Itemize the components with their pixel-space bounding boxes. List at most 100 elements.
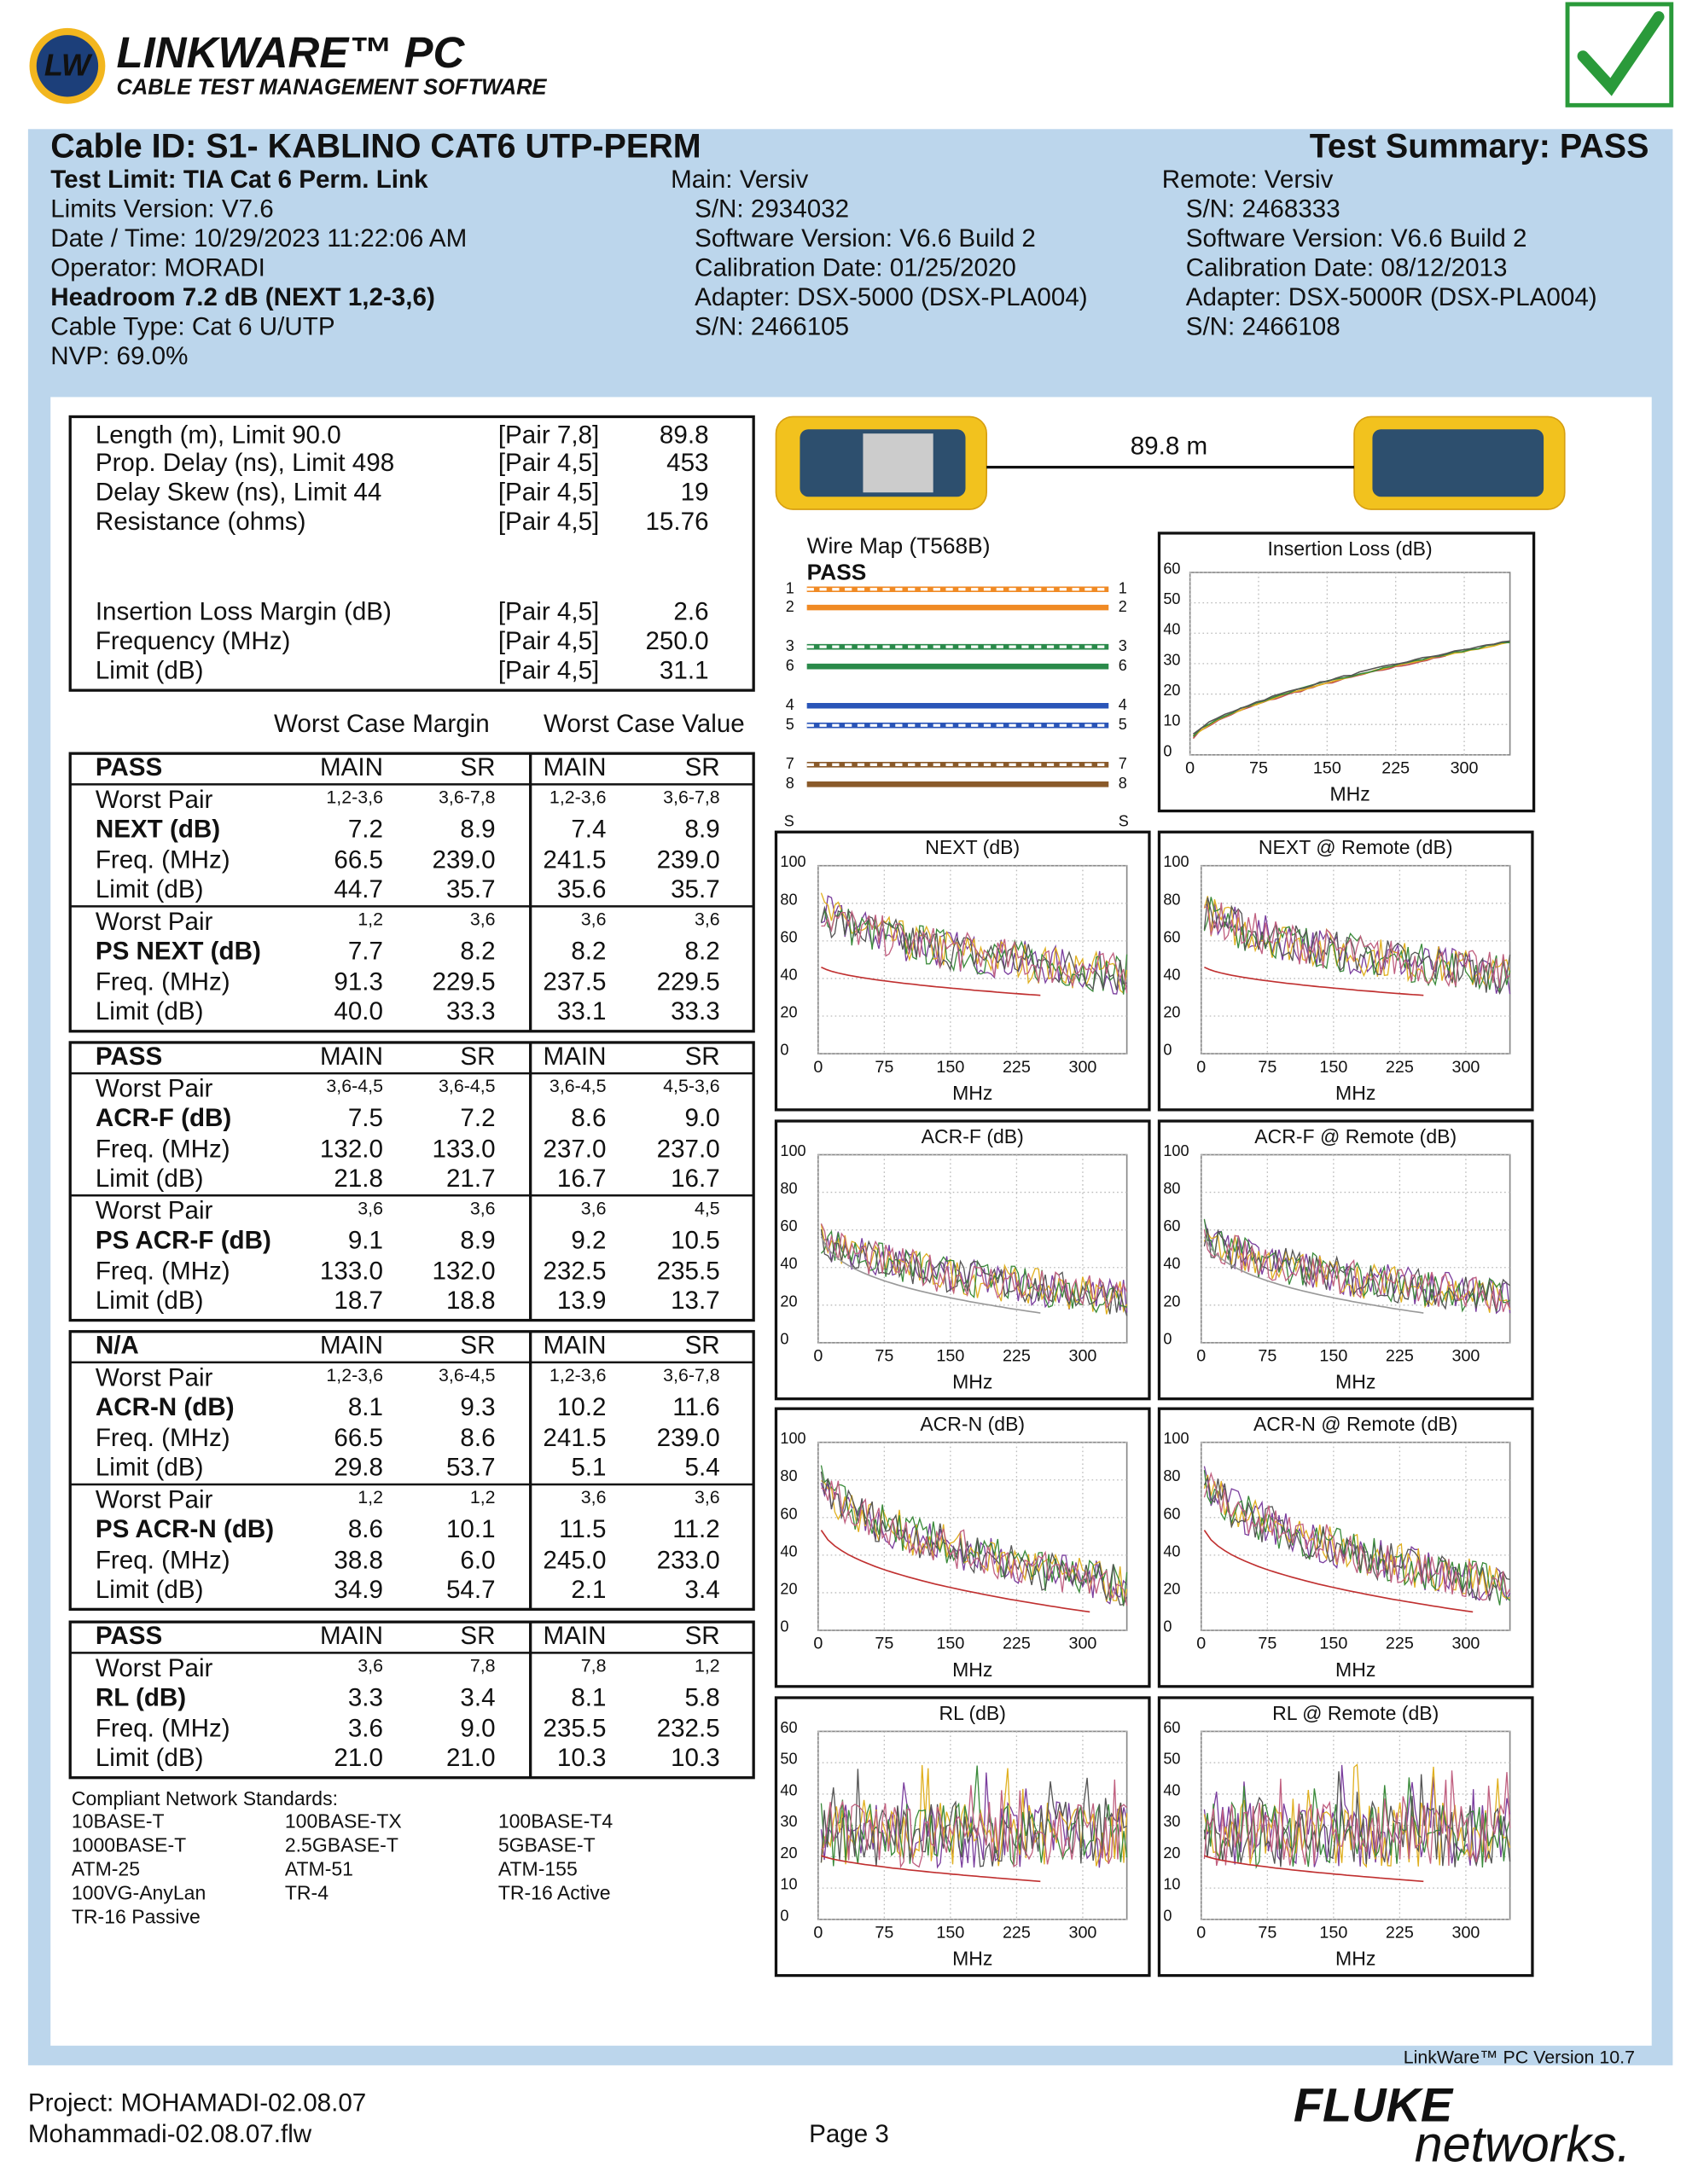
table-cell: 235.5 <box>657 1257 720 1285</box>
trace <box>1203 1236 1424 1314</box>
table-cell: 132.0 <box>320 1135 383 1163</box>
pin-left: 4 <box>786 696 794 713</box>
table-cell: 33.3 <box>446 997 496 1025</box>
table-cell: 8.9 <box>685 815 720 843</box>
table-cell: 5.4 <box>685 1454 720 1482</box>
table-cell: 3,6-4,5 <box>439 1365 496 1385</box>
measure-pair: [Pair 4,5] <box>498 449 599 477</box>
row-label: Freq. (MHz) <box>96 1135 230 1163</box>
y-tick-label: 80 <box>780 891 797 908</box>
table-cell: 3,6-4,5 <box>550 1076 607 1096</box>
y-tick-label: 40 <box>1163 621 1180 638</box>
pin-right: 4 <box>1119 696 1127 713</box>
table-cell: 9.3 <box>460 1393 495 1421</box>
table-cell: 66.5 <box>334 1424 383 1452</box>
table-header: SR <box>685 1332 720 1360</box>
wiremap-title: Wire Map (T568B) <box>807 532 991 558</box>
table-cell: 1,2 <box>695 1655 720 1676</box>
x-tick-label: 75 <box>1258 1058 1276 1077</box>
measure-pair: [Pair 4,5] <box>498 657 599 685</box>
table-cell: 34.9 <box>334 1576 383 1604</box>
table-cell: 8.1 <box>571 1683 606 1711</box>
table-cell: 3,6-7,8 <box>663 1365 720 1385</box>
table-cell: 7.7 <box>348 938 383 966</box>
table-cell: 53.7 <box>446 1454 496 1482</box>
row-label: Freq. (MHz) <box>96 1546 230 1574</box>
summary-line: Date / Time: 10/29/2023 11:22:06 AM <box>50 224 467 253</box>
table-cell: 8.6 <box>348 1515 383 1543</box>
table-cell: 3.4 <box>460 1683 495 1711</box>
trace <box>820 1236 1041 1314</box>
measure-label: Limit (dB) <box>96 657 204 685</box>
y-tick-label: 50 <box>780 1751 797 1768</box>
table-cell: 3,6 <box>581 1198 607 1218</box>
summary-line: Operator: MORADI <box>50 254 265 282</box>
table-cell: 10.3 <box>671 1744 720 1772</box>
table-box <box>68 1330 755 1612</box>
table-cell: 8.6 <box>460 1424 495 1452</box>
x-tick-label: 75 <box>1258 1923 1276 1942</box>
x-tick-label: 0 <box>813 1347 823 1366</box>
x-axis-label: MHz <box>952 1371 992 1393</box>
table-cell: 9.0 <box>685 1104 720 1132</box>
measure-pair: [Pair 4,5] <box>498 508 599 536</box>
y-tick-label: 20 <box>780 1580 797 1597</box>
table-cell: 8.1 <box>348 1393 383 1421</box>
row-label: Limit (dB) <box>96 1287 204 1315</box>
product-name: LINKWARE™ PC <box>117 28 466 77</box>
y-tick-label: 50 <box>1163 1751 1180 1768</box>
standard: TR-16 Passive <box>72 1905 201 1927</box>
table-box <box>68 1620 755 1780</box>
x-axis-label: MHz <box>952 1082 992 1104</box>
table-cell: 239.0 <box>657 846 720 874</box>
pass-check <box>1577 11 1665 96</box>
x-axis-label: MHz <box>1335 1082 1375 1104</box>
table-header: MAIN <box>543 1332 606 1360</box>
table-cell: 9.2 <box>571 1226 606 1254</box>
row-label: RL (dB) <box>96 1683 186 1711</box>
y-tick-label: 40 <box>1163 1542 1180 1560</box>
row-label: PS NEXT (dB) <box>96 938 261 966</box>
table-cell: 8.6 <box>571 1104 606 1132</box>
table-cell: 4,5 <box>695 1198 720 1218</box>
standard: 2.5GBASE-T <box>285 1833 398 1856</box>
plot-area <box>817 1441 1128 1631</box>
row-label: Worst Pair <box>96 908 213 936</box>
logo-disc <box>36 35 99 97</box>
table-box <box>68 1041 755 1322</box>
wiremap-status: PASS <box>807 560 867 585</box>
pin-right: 7 <box>1119 755 1127 772</box>
row-label: Freq. (MHz) <box>96 1257 230 1285</box>
table-cell: 6.0 <box>460 1546 495 1574</box>
trace <box>1203 1770 1511 1867</box>
standard: ATM-25 <box>72 1857 140 1879</box>
length-label: 89.8 m <box>1131 432 1207 460</box>
y-tick-label: 30 <box>780 1813 797 1830</box>
remote-line: S/N: 2466108 <box>1186 313 1340 341</box>
row-label: Freq. (MHz) <box>96 968 230 996</box>
y-tick-label: 20 <box>780 1292 797 1310</box>
x-tick-label: 0 <box>813 1058 823 1077</box>
table-header: MAIN <box>543 1622 606 1650</box>
pin-right: 6 <box>1119 657 1127 674</box>
remote-line: Adapter: DSX-5000R (DSX-PLA004) <box>1186 283 1597 311</box>
y-tick-label: 20 <box>1163 1004 1180 1021</box>
chart-title: RL (dB) <box>939 1702 1006 1724</box>
trace <box>821 1480 1128 1606</box>
x-tick-label: 225 <box>1003 1923 1031 1942</box>
table-cell: 237.5 <box>543 968 606 996</box>
logo-text: LW <box>44 48 93 83</box>
y-tick-label: 80 <box>780 1180 797 1197</box>
measure-label: Delay Skew (ns), Limit 44 <box>96 479 382 507</box>
standards-title: Compliant Network Standards: <box>72 1787 338 1809</box>
y-tick-label: 0 <box>1163 1330 1172 1347</box>
table-cell: 235.5 <box>543 1715 606 1743</box>
measure-value: 453 <box>666 449 708 477</box>
table-cell: 9.1 <box>348 1226 383 1254</box>
y-tick-label: 80 <box>1163 891 1180 908</box>
row-label: Freq. (MHz) <box>96 1715 230 1743</box>
table-cell: 233.0 <box>657 1546 720 1574</box>
y-tick-label: 0 <box>1163 1042 1172 1059</box>
y-tick-label: 30 <box>1163 651 1180 668</box>
